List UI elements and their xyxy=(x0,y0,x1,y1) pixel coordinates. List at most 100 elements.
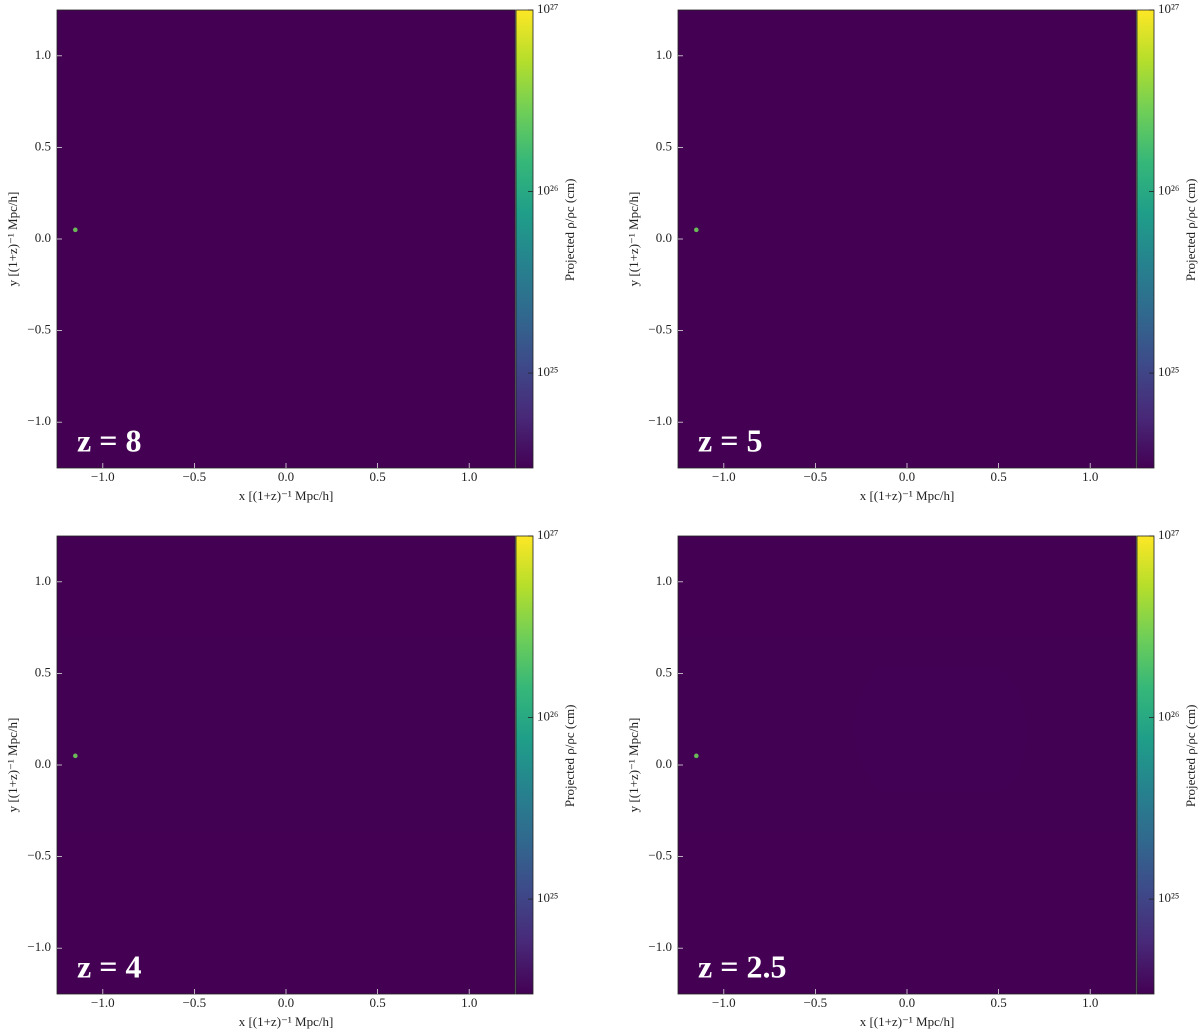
redshift-annotation: z = 5 xyxy=(698,422,762,458)
colorbar-tick-label: 10²⁷ xyxy=(1158,527,1179,542)
redshift-annotation: z = 2.5 xyxy=(698,948,786,984)
x-tick-label: 0.0 xyxy=(278,469,294,484)
filament xyxy=(413,846,443,858)
y-axis-label: y [(1+z)⁻¹ Mpc/h] xyxy=(626,718,641,813)
y-tick-label: −0.5 xyxy=(27,848,51,863)
filament xyxy=(1034,846,1064,858)
y-tick-label: 0.0 xyxy=(35,230,51,245)
filament xyxy=(743,694,1136,764)
y-tick-label: 0.5 xyxy=(35,664,51,679)
filament xyxy=(1043,842,1082,862)
x-tick-label: −0.5 xyxy=(804,469,828,484)
colorbar xyxy=(1136,535,1155,995)
plot-area xyxy=(678,10,1136,468)
halo-core xyxy=(73,227,78,233)
filaments xyxy=(57,14,515,335)
y-tick-label: −1.0 xyxy=(648,939,672,954)
filament xyxy=(1087,542,1136,685)
colorbar-tick-label: 10²⁷ xyxy=(537,1,558,16)
colorbar-tick-label: 10²⁶ xyxy=(537,183,558,198)
colorbar-tick-label: 10²⁷ xyxy=(1158,1,1179,16)
filament xyxy=(77,759,515,802)
filament xyxy=(837,214,1136,245)
x-tick-label: 0.5 xyxy=(990,995,1006,1010)
plot-area xyxy=(57,10,515,468)
density-image xyxy=(678,536,1136,994)
y-tick-label: −1.0 xyxy=(27,939,51,954)
x-tick-label: 1.0 xyxy=(461,469,477,484)
filament xyxy=(422,842,461,862)
y-tick-label: −1.0 xyxy=(27,413,51,428)
x-tick-label: −0.5 xyxy=(183,469,207,484)
x-tick-label: 0.0 xyxy=(278,995,294,1010)
colorbar xyxy=(515,9,534,469)
x-tick-label: −1.0 xyxy=(91,995,115,1010)
halo-core xyxy=(694,227,699,233)
filaments xyxy=(678,536,1136,994)
x-tick-label: −1.0 xyxy=(712,995,736,1010)
filament xyxy=(57,626,114,904)
filament xyxy=(1108,18,1119,130)
colorbar-tick-label: 10²⁵ xyxy=(537,890,558,905)
density-image xyxy=(57,536,515,994)
x-axis-label: x [(1+z)⁻¹ Mpc/h] xyxy=(860,1014,955,1029)
colorbar-label: Projected ρ/ρc (cm) xyxy=(562,179,577,282)
y-tick-label: 0.0 xyxy=(656,230,672,245)
x-axis-label: x [(1+z)⁻¹ Mpc/h] xyxy=(239,1014,334,1029)
colorbar xyxy=(1136,9,1155,469)
y-axis-label: y [(1+z)⁻¹ Mpc/h] xyxy=(5,718,20,813)
y-tick-label: 0.0 xyxy=(35,756,51,771)
density-image xyxy=(678,14,1136,340)
halo-core xyxy=(73,753,78,759)
colorbar-label: Projected ρ/ρc (cm) xyxy=(562,705,577,808)
filaments xyxy=(57,536,515,994)
colorbar-tick-label: 10²⁵ xyxy=(1158,364,1179,379)
filament xyxy=(67,681,515,787)
colorbar-tick-label: 10²⁶ xyxy=(1158,709,1179,724)
colorbar-tick-label: 10²⁶ xyxy=(1158,183,1179,198)
y-tick-label: 1.0 xyxy=(35,47,51,62)
x-tick-label: −0.5 xyxy=(804,995,828,1010)
density-image xyxy=(57,14,515,335)
y-tick-label: −0.5 xyxy=(27,322,51,337)
colorbar-tick-label: 10²⁵ xyxy=(537,364,558,379)
halo xyxy=(687,225,706,244)
panel: −1.0 −0.5 0.0 0.5 1.0 −1.0 −0.5 0.0 0.5 1.0 x [(1+… xyxy=(5,527,577,1029)
y-tick-label: 1.0 xyxy=(35,573,51,588)
filament xyxy=(678,237,717,259)
filament xyxy=(678,626,735,904)
x-tick-label: 0.0 xyxy=(899,469,915,484)
panel: −1.0 −0.5 0.0 0.5 1.0 −1.0 −0.5 0.0 0.5 1.0 x [(1+… xyxy=(5,1,577,503)
y-tick-label: 0.5 xyxy=(656,664,672,679)
redshift-annotation: z = 8 xyxy=(77,422,141,458)
colorbar-tick-label: 10²⁵ xyxy=(1158,890,1179,905)
x-tick-label: 1.0 xyxy=(1082,995,1098,1010)
halo xyxy=(66,225,85,244)
colorbar-tick-label: 10²⁶ xyxy=(537,709,558,724)
filament xyxy=(904,652,1070,699)
halo xyxy=(66,751,85,770)
panel: −1.0 −0.5 0.0 0.5 1.0 −1.0 −0.5 0.0 0.5 1.0 x [(1+… xyxy=(626,527,1198,1029)
redshift-annotation: z = 4 xyxy=(77,948,141,984)
colorbar-label: Projected ρ/ρc (cm) xyxy=(1183,179,1198,282)
halo xyxy=(687,751,706,770)
y-tick-label: 0.0 xyxy=(656,756,672,771)
y-tick-label: 1.0 xyxy=(656,47,672,62)
colorbar-tick-label: 10²⁷ xyxy=(537,527,558,542)
colorbar xyxy=(515,535,534,995)
x-tick-label: 0.5 xyxy=(369,469,385,484)
x-tick-label: −1.0 xyxy=(712,469,736,484)
filament xyxy=(951,864,1074,899)
filament xyxy=(454,18,480,112)
x-tick-label: −0.5 xyxy=(183,995,207,1010)
x-axis-label: x [(1+z)⁻¹ Mpc/h] xyxy=(239,488,334,503)
y-tick-label: 1.0 xyxy=(656,573,672,588)
filament xyxy=(466,542,515,685)
y-tick-label: −1.0 xyxy=(648,413,672,428)
panel: −1.0 −0.5 0.0 0.5 1.0 −1.0 −0.5 0.0 0.5 1.0 x [(1+… xyxy=(626,1,1198,503)
x-axis-label: x [(1+z)⁻¹ Mpc/h] xyxy=(860,488,955,503)
filament xyxy=(57,237,96,259)
y-tick-label: 0.5 xyxy=(35,138,51,153)
